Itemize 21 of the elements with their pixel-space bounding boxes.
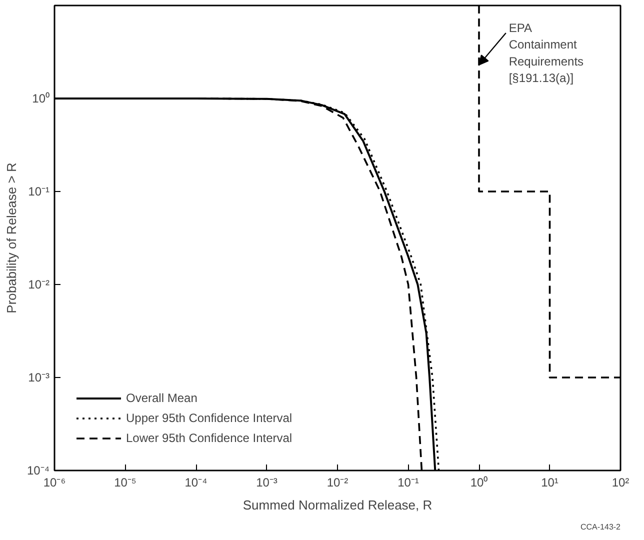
legend-label: Upper 95th Confidence Interval	[126, 411, 292, 425]
legend-label: Overall Mean	[126, 391, 198, 405]
y-axis-title: Probability of Release > R	[4, 162, 19, 314]
x-tick-label: 10⁻⁵	[114, 476, 136, 490]
y-tick-label: 10⁻¹	[28, 184, 50, 198]
x-tick-label: 10²	[612, 476, 630, 490]
y-tick-label: 10⁻³	[28, 370, 50, 384]
x-tick-label: 10⁻²	[326, 476, 348, 490]
x-tick-label: 10⁻⁶	[43, 476, 66, 490]
x-tick-label: 10¹	[541, 476, 558, 490]
x-axis-title: Summed Normalized Release, R	[242, 498, 432, 512]
x-tick-label: 10⁻⁴	[184, 476, 208, 490]
annotation: EPA Containment Requirements [§191.13(a)]	[508, 20, 584, 86]
x-tick-label: 10⁰	[470, 476, 488, 490]
x-tick-label: 10⁻³	[256, 476, 278, 490]
x-tick-label: 10⁻¹	[398, 476, 419, 490]
legend-label: Lower 95th Confidence Interval	[126, 431, 292, 445]
y-tick-label: 10⁰	[32, 92, 50, 106]
text: CCA-143-2	[580, 522, 622, 532]
y-tick-label: 10⁻⁴	[26, 464, 50, 478]
y-tick-label: 10⁻²	[28, 278, 50, 292]
